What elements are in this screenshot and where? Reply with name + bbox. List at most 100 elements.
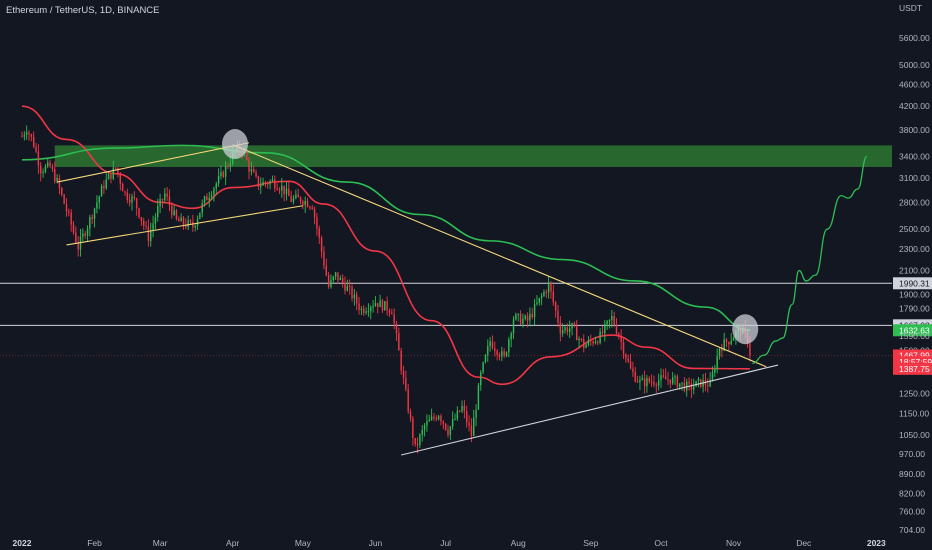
candle-body (215, 183, 217, 189)
candle-body (180, 217, 182, 222)
time-tick-label: May (295, 538, 312, 548)
candle-body (295, 194, 297, 199)
candle-body (44, 166, 47, 172)
candle-body (557, 310, 559, 323)
candle-body (313, 209, 316, 218)
candle (599, 328, 601, 345)
candle (98, 195, 100, 210)
candle-body (309, 206, 311, 208)
candle-body (47, 162, 49, 167)
candle (21, 131, 23, 138)
candle-body (203, 196, 206, 204)
candle-body (227, 165, 229, 167)
candle (611, 310, 613, 328)
candle-body (131, 196, 133, 203)
price-tick-label: 1900.00 (899, 289, 930, 299)
candle (325, 258, 328, 277)
candle (128, 193, 131, 207)
candle (194, 224, 196, 232)
candle-body (524, 315, 526, 319)
candle (288, 180, 290, 197)
candle (529, 307, 531, 327)
candle (674, 374, 676, 385)
candle (119, 171, 122, 191)
channel-top-trendline (56, 142, 250, 183)
candle-body (468, 422, 470, 426)
candle-body (559, 322, 562, 334)
candle-body (662, 375, 665, 377)
candle (379, 294, 381, 308)
candle (355, 291, 358, 311)
candle-body (311, 207, 313, 210)
candle (606, 319, 608, 330)
candle (377, 302, 379, 314)
candle (374, 296, 377, 307)
channel-bottom-trendline (66, 205, 303, 246)
candle-body (650, 381, 653, 383)
candle (515, 312, 517, 321)
candle (597, 340, 599, 346)
price-tick-label: 4200.00 (899, 101, 930, 111)
candle (164, 188, 166, 203)
candle-body (543, 291, 545, 296)
candle-body (561, 329, 564, 334)
candle-body (693, 386, 695, 390)
candle (601, 325, 604, 336)
header-separator: , (94, 5, 100, 16)
candle (49, 159, 51, 168)
candle-body (470, 425, 473, 437)
candle-body (674, 376, 676, 378)
candle-body (529, 313, 531, 321)
candle (173, 204, 175, 217)
candle (568, 320, 571, 339)
candle (360, 305, 363, 316)
candle-body (615, 325, 618, 334)
candle-body (150, 230, 152, 242)
candle-body (175, 210, 178, 219)
candle-body (377, 303, 379, 307)
projection-layer (752, 155, 868, 365)
candle-body (187, 220, 189, 227)
candle-body (613, 315, 615, 326)
candle-body (730, 340, 732, 345)
candle-body (114, 167, 117, 169)
candle (641, 374, 643, 381)
candle-body (664, 376, 667, 380)
candle (384, 301, 386, 311)
candle-body (709, 379, 711, 387)
candle-body (30, 134, 33, 138)
candle (344, 276, 346, 295)
candle-body (451, 419, 454, 427)
candle-body (161, 198, 164, 200)
price-tick-label: 3400.00 (899, 151, 930, 161)
candle (271, 175, 274, 182)
candle-body (395, 323, 398, 334)
candle (419, 433, 421, 449)
candle-body (196, 218, 199, 226)
candle-body (274, 179, 276, 189)
price-label-bg (893, 362, 932, 375)
candle-body (299, 197, 302, 202)
candle (540, 292, 543, 306)
candle (435, 414, 438, 422)
candle-body (37, 151, 40, 166)
candle (175, 208, 178, 221)
projection-path (752, 155, 868, 365)
candle-body (669, 379, 672, 384)
candle-body (100, 186, 103, 197)
candle-body (63, 194, 65, 204)
candle (370, 305, 372, 320)
candle (25, 125, 28, 140)
candle (337, 272, 339, 284)
candle (28, 130, 30, 141)
candle-body (489, 341, 491, 346)
candle (110, 174, 112, 184)
candle-body (590, 340, 592, 342)
candle (618, 332, 620, 340)
candle (391, 308, 393, 315)
candle-body (688, 381, 690, 384)
candle-body (42, 171, 44, 174)
candle-body (103, 186, 105, 189)
